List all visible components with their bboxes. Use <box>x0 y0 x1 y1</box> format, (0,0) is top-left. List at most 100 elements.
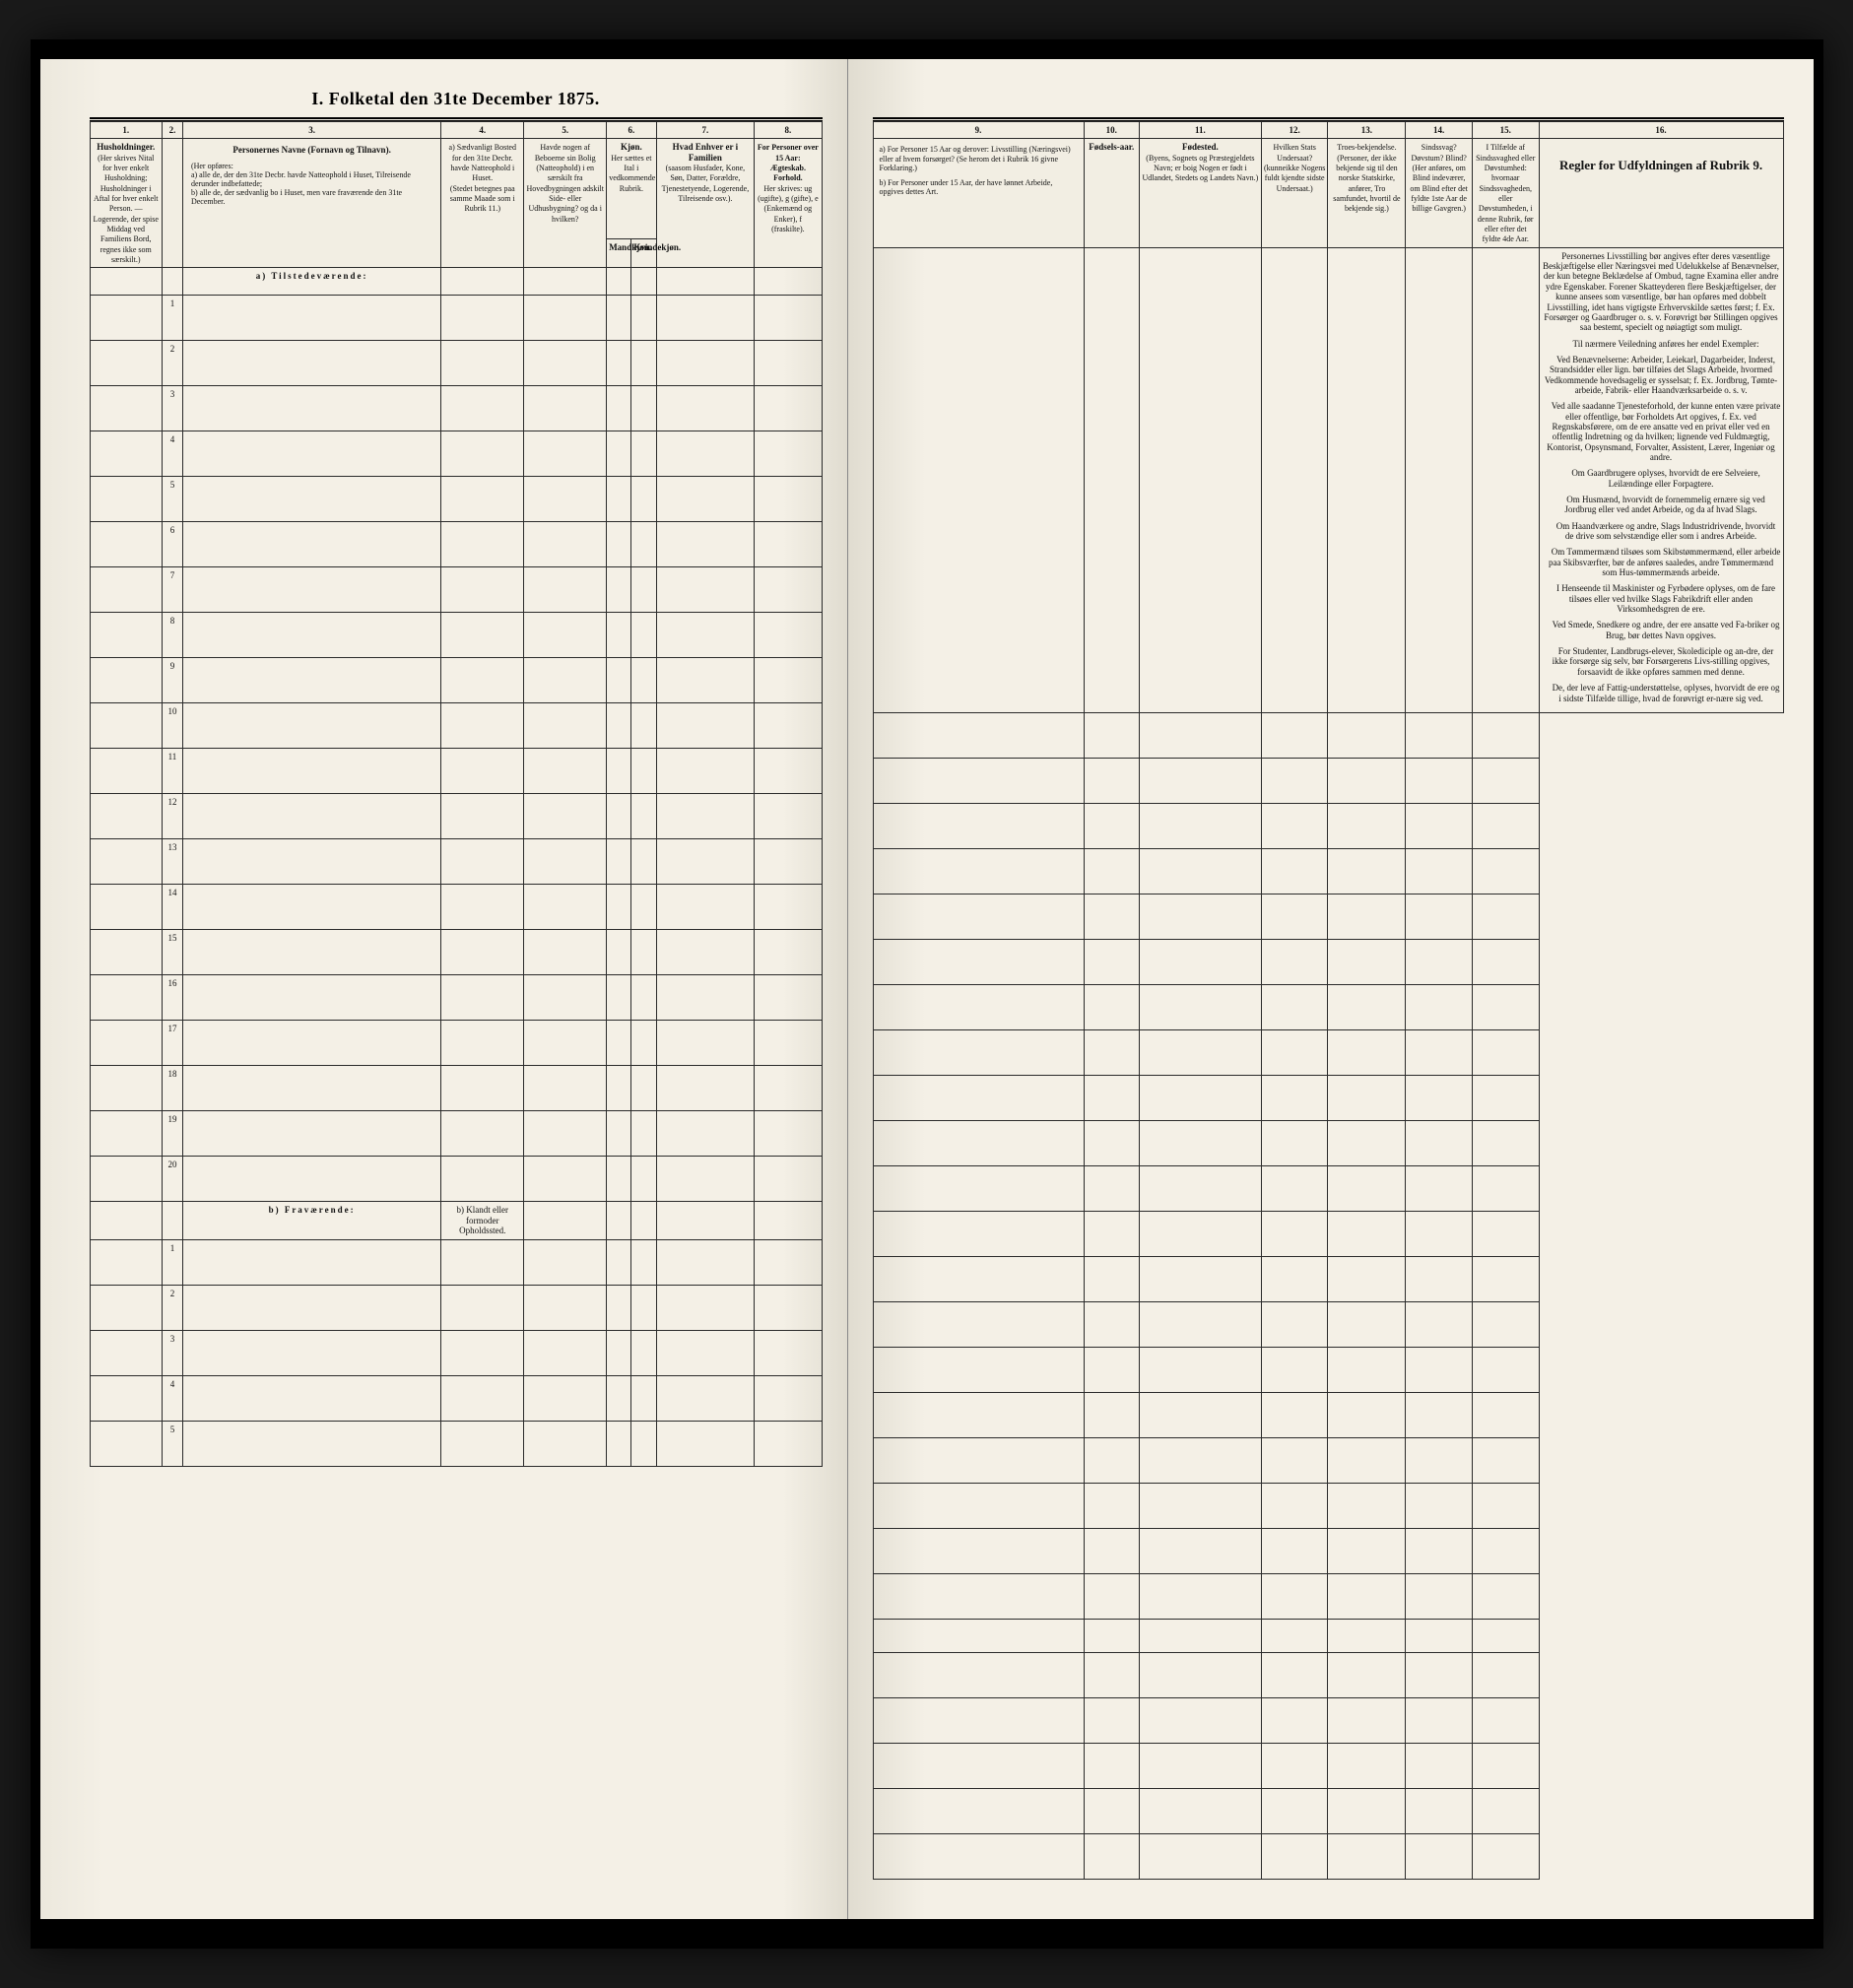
cell <box>1084 1833 1139 1879</box>
cell <box>607 341 631 386</box>
cell <box>656 703 755 749</box>
cell <box>656 1421 755 1466</box>
cell <box>1261 1788 1328 1833</box>
cell <box>1406 1029 1473 1075</box>
cell <box>1472 1483 1539 1528</box>
cell <box>1328 1347 1406 1392</box>
cell <box>1261 1301 1328 1347</box>
table-row: 11 <box>90 749 822 794</box>
cell <box>755 749 822 794</box>
table-row: 19 <box>90 1111 822 1157</box>
cell <box>1261 848 1328 894</box>
cell <box>1261 1120 1328 1165</box>
cell <box>656 1021 755 1066</box>
cell <box>656 1111 755 1157</box>
col-3-num: 3. <box>182 122 440 139</box>
cell <box>1472 1788 1539 1833</box>
cell <box>1139 803 1261 848</box>
cell <box>1406 939 1473 984</box>
cell <box>631 567 656 613</box>
cell <box>441 1239 524 1285</box>
cell <box>1328 1652 1406 1697</box>
cell <box>1139 1347 1261 1392</box>
cell <box>441 567 524 613</box>
cell <box>1139 1256 1261 1301</box>
cell <box>441 1066 524 1111</box>
cell: 18 <box>162 1066 182 1111</box>
cell <box>1261 1029 1328 1075</box>
cell <box>1084 1743 1139 1788</box>
col-5-title: Havde nogen af Beboerne sin Bolig (Natte… <box>526 143 603 223</box>
cell <box>656 567 755 613</box>
cell <box>441 703 524 749</box>
col-6b: Kvindekjøn. <box>631 238 656 268</box>
col-10-title: Fødsels-aar. <box>1089 142 1134 152</box>
cell <box>631 1111 656 1157</box>
cell <box>755 1239 822 1285</box>
cell: 15 <box>162 930 182 975</box>
cell <box>441 839 524 885</box>
col-5-num: 5. <box>524 122 607 139</box>
cell <box>631 885 656 930</box>
census-ledger-spread: I. Folketal den 31te December 1875. 1. 2… <box>31 39 1823 1949</box>
colnum-row: 1. 2. 3. 4. 5. 6. 7. 8. <box>90 122 822 139</box>
cell <box>524 1375 607 1421</box>
table-row: 18 <box>90 1066 822 1111</box>
cell <box>873 894 1084 939</box>
cell <box>631 1330 656 1375</box>
cell <box>1139 1392 1261 1437</box>
cell <box>607 885 631 930</box>
cell <box>1139 1483 1261 1528</box>
cell: 5 <box>162 477 182 522</box>
cell <box>182 658 440 703</box>
cell: 4 <box>162 1375 182 1421</box>
cell <box>755 296 822 341</box>
table-row <box>873 1301 1783 1347</box>
cell <box>631 431 656 477</box>
col-15-sub: hvornaar Sindssvagheden, eller Døvstumhe… <box>1478 173 1534 243</box>
cell <box>656 930 755 975</box>
col-7-num: 7. <box>656 122 755 139</box>
col-4-sub: (Stedet betegnes paa samme Maade som i R… <box>450 184 515 214</box>
cell <box>631 1421 656 1466</box>
cell <box>1261 1697 1328 1743</box>
cell <box>1406 712 1473 758</box>
cell <box>873 1392 1084 1437</box>
cell <box>90 613 162 658</box>
cell <box>1261 894 1328 939</box>
cell <box>524 658 607 703</box>
cell <box>1139 1029 1261 1075</box>
cell <box>1261 712 1328 758</box>
col-1-sub: (Her skrives Nital for hver enkelt Husho… <box>94 154 159 264</box>
cell <box>607 431 631 477</box>
cell <box>631 1021 656 1066</box>
cell <box>441 1111 524 1157</box>
cell <box>182 703 440 749</box>
cell <box>182 1111 440 1157</box>
section-b-note: b) Klandt eller formoder Opholdssted. <box>441 1202 524 1239</box>
cell <box>1139 1165 1261 1211</box>
cell <box>182 1021 440 1066</box>
cell <box>90 296 162 341</box>
cell <box>524 1285 607 1330</box>
col-8-head: For Personer over 15 Aar: Ægteskab. Forh… <box>755 139 822 268</box>
cell <box>755 1066 822 1111</box>
table-row <box>873 758 1783 803</box>
table-row: 9 <box>90 658 822 703</box>
cell <box>755 703 822 749</box>
cell <box>441 1375 524 1421</box>
cell <box>1328 1256 1406 1301</box>
cell <box>182 1421 440 1466</box>
cell <box>1472 1743 1539 1788</box>
cell <box>1472 1652 1539 1697</box>
cell <box>1406 1211 1473 1256</box>
cell <box>607 477 631 522</box>
rule-p10: Ved Smede, Snedkere og andre, der ere an… <box>1542 620 1781 640</box>
table-row: 14 <box>90 885 822 930</box>
table-row <box>873 1075 1783 1120</box>
cell <box>755 658 822 703</box>
rule-p6: Om Husmænd, hvorvidt de fornemmelig ernæ… <box>1542 495 1781 515</box>
cell <box>1328 1075 1406 1120</box>
cell <box>1472 712 1539 758</box>
cell <box>873 1029 1084 1075</box>
